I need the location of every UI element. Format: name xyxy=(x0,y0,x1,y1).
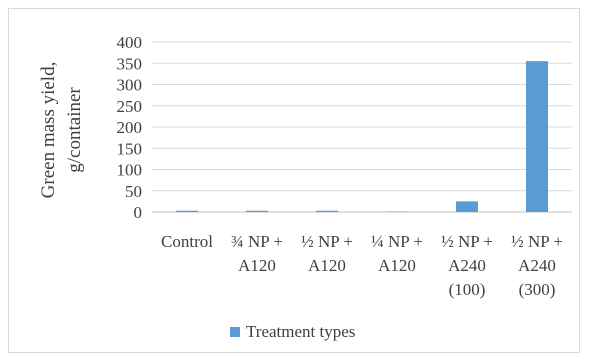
y-tick-label: 400 xyxy=(117,33,143,52)
x-category-label: Control xyxy=(161,232,213,251)
y-axis-label: Green mass yield, g/container xyxy=(38,62,85,199)
gridlines xyxy=(152,41,572,213)
bars xyxy=(176,61,548,212)
y-tick-label: 0 xyxy=(134,203,143,222)
x-category-label: (300) xyxy=(519,280,556,299)
bar xyxy=(246,210,268,212)
x-category-label: A120 xyxy=(308,256,346,275)
x-category-label: ½ NP + xyxy=(441,232,493,251)
legend-swatch xyxy=(230,327,240,337)
y-axis-ticks: 0 50 100 150 200 250 300 350 400 xyxy=(117,33,143,222)
bar xyxy=(526,61,548,212)
x-category-label: A240 xyxy=(448,256,486,275)
y-tick-label: 200 xyxy=(117,118,143,137)
x-category-label: A120 xyxy=(378,256,416,275)
y-tick-label: 350 xyxy=(117,54,143,73)
x-category-label: A120 xyxy=(238,256,276,275)
x-category-label: ¾ NP + xyxy=(231,232,283,251)
legend: Treatment types xyxy=(230,322,355,341)
y-axis-label-line: g/container xyxy=(64,87,85,173)
y-axis-label-line: Green mass yield, xyxy=(38,62,59,199)
x-category-label: ¼ NP + xyxy=(371,232,423,251)
x-category-label: (100) xyxy=(449,280,486,299)
bar xyxy=(456,201,478,212)
y-tick-label: 300 xyxy=(117,76,143,95)
y-tick-label: 150 xyxy=(117,139,143,158)
x-axis-categories: Control ¾ NP + A120 ½ NP + A120 ¼ NP + A120 ½ N… xyxy=(161,232,563,299)
y-tick-label: 50 xyxy=(125,182,142,201)
x-category-label: ½ NP + xyxy=(301,232,353,251)
bar xyxy=(316,210,338,212)
y-tick-label: 100 xyxy=(117,161,143,180)
y-tick-label: 250 xyxy=(117,97,143,116)
legend-label: Treatment types xyxy=(246,322,355,341)
chart-frame xyxy=(8,8,580,353)
bar xyxy=(176,210,198,212)
x-category-label: A240 xyxy=(518,256,556,275)
x-category-label: ½ NP + xyxy=(511,232,563,251)
